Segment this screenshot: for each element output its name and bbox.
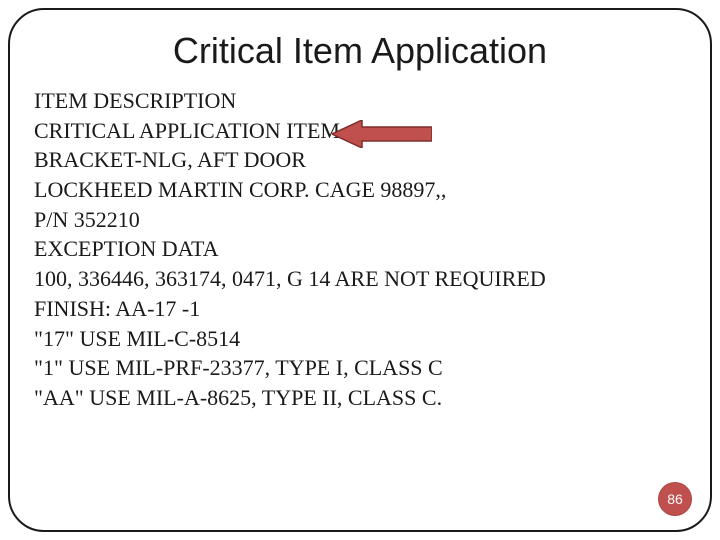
page-number: 86	[667, 491, 683, 507]
desc-line: "17" USE MIL-C-8514	[34, 324, 686, 354]
desc-line: P/N 352210	[34, 205, 686, 235]
desc-line: FINISH: AA-17 -1	[34, 294, 686, 324]
desc-line: "1" USE MIL-PRF-23377, TYPE I, CLASS C	[34, 353, 686, 383]
desc-line: EXCEPTION DATA	[34, 234, 686, 264]
page-number-badge: 86	[658, 482, 692, 516]
desc-line: LOCKHEED MARTIN CORP. CAGE 98897,,	[34, 175, 686, 205]
desc-line: ITEM DESCRIPTION	[34, 86, 686, 116]
desc-line: BRACKET-NLG, AFT DOOR	[34, 145, 686, 175]
desc-line: 100, 336446, 363174, 0471, G 14 ARE NOT …	[34, 264, 686, 294]
slide-title: Critical Item Application	[34, 30, 686, 72]
desc-line: CRITICAL APPLICATION ITEM	[34, 116, 686, 146]
slide-frame: Critical Item Application ITEM DESCRIPTI…	[8, 8, 712, 532]
slide-content: ITEM DESCRIPTION CRITICAL APPLICATION IT…	[34, 86, 686, 413]
desc-line: "AA" USE MIL-A-8625, TYPE II, CLASS C.	[34, 383, 686, 413]
